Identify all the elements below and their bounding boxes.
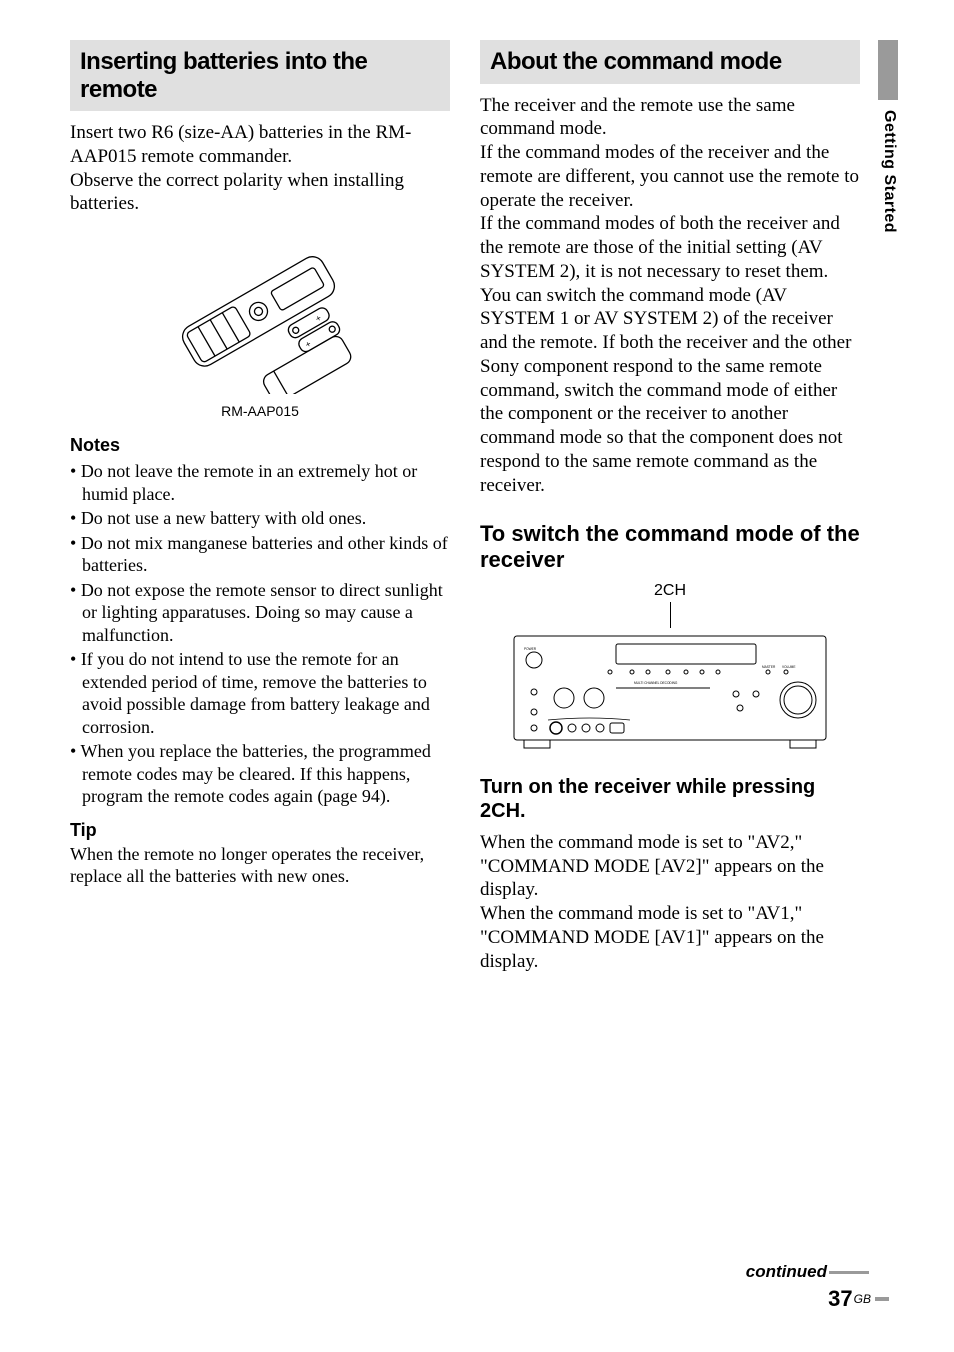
section-title-right: About the command mode — [490, 48, 850, 76]
continued-line-icon — [829, 1271, 869, 1274]
receiver-figure: 2CH — [480, 582, 860, 757]
left-column: Inserting batteries into the remote Inse… — [70, 40, 450, 973]
right-para-4: When the command mode is set to "AV2," "… — [480, 831, 860, 902]
right-para-1: The receiver and the remote use the same… — [480, 94, 860, 142]
left-intro-1: Insert two R6 (size-AA) batteries in the… — [70, 121, 450, 169]
right-para-2: If the command modes of the receiver and… — [480, 141, 860, 212]
note-item: Do not expose the remote sensor to direc… — [70, 579, 450, 647]
section-title-left: Inserting batteries into the remote — [80, 48, 440, 103]
left-intro-2: Observe the correct polarity when instal… — [70, 169, 450, 217]
notes-list: Do not leave the remote in an extremely … — [70, 460, 450, 808]
note-item: Do not use a new battery with old ones. — [70, 507, 450, 530]
note-item: Do not leave the remote in an extremely … — [70, 460, 450, 505]
svg-text:MULTI CHANNEL DECODING: MULTI CHANNEL DECODING — [634, 681, 678, 685]
section-title-bar-left: Inserting batteries into the remote — [70, 40, 450, 111]
page-number-suffix: GB — [854, 1292, 871, 1306]
remote-illustration-icon: + + — [150, 234, 370, 394]
note-item: Do not mix manganese batteries and other… — [70, 532, 450, 577]
side-tab: Getting Started — [872, 40, 898, 310]
remote-figure-caption: RM-AAP015 — [70, 403, 450, 419]
side-tab-label: Getting Started — [880, 110, 898, 233]
svg-text:MASTER: MASTER — [762, 665, 776, 669]
tip-text: When the remote no longer operates the r… — [70, 843, 450, 888]
right-para-3: If the command modes of both the receive… — [480, 212, 860, 497]
continued-text: continued — [746, 1262, 827, 1281]
tip-heading: Tip — [70, 820, 450, 841]
side-tab-marker — [878, 40, 898, 100]
receiver-pointer-line — [670, 602, 671, 628]
receiver-2ch-label: 2CH — [480, 582, 860, 600]
note-item: When you replace the batteries, the prog… — [70, 740, 450, 808]
subheading-switch: To switch the command mode of the receiv… — [480, 521, 860, 572]
page-number: 37 — [828, 1286, 852, 1312]
right-para-5: When the command mode is set to "AV1," "… — [480, 902, 860, 973]
svg-text:VOLUME: VOLUME — [782, 665, 795, 669]
right-column: About the command mode The receiver and … — [480, 40, 860, 973]
page-number-line-icon — [875, 1297, 889, 1301]
remote-figure: + + RM-AAP015 — [70, 234, 450, 419]
note-item: If you do not intend to use the remote f… — [70, 648, 450, 738]
subheading-turn-on: Turn on the receiver while pressing 2CH. — [480, 775, 860, 823]
page-footer: continued 37GB — [70, 1262, 889, 1312]
page-number-block: 37GB — [828, 1286, 889, 1312]
receiver-illustration-icon: POWER MASTER VOLUME MULTI CHANNEL DECODI… — [510, 632, 830, 752]
svg-text:POWER: POWER — [524, 647, 537, 651]
section-title-bar-right: About the command mode — [480, 40, 860, 84]
notes-heading: Notes — [70, 435, 450, 456]
continued-label: continued — [746, 1262, 869, 1282]
